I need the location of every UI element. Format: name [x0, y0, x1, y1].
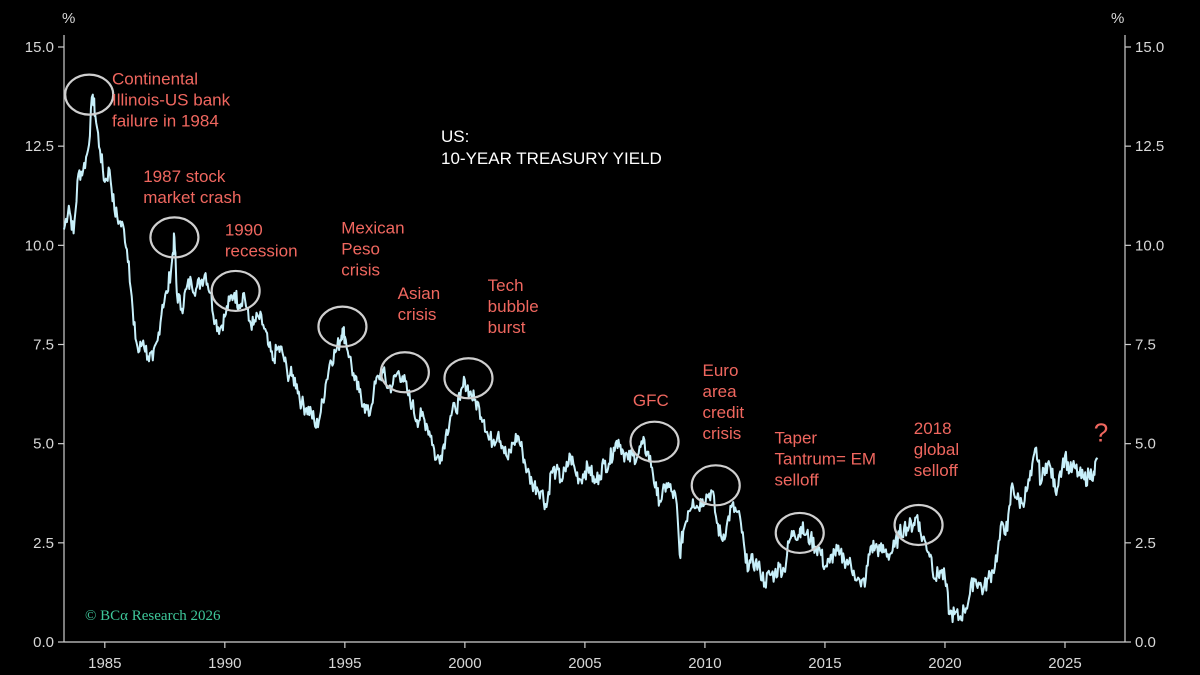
y-tick-label-left: 10.0	[25, 237, 54, 254]
x-tick-label: 2005	[568, 655, 601, 672]
annotation-label-line: crisis	[703, 424, 742, 443]
annotation-label-line: Illinois-US bank	[112, 91, 231, 110]
x-tick-label: 1990	[208, 655, 241, 672]
y-tick-label-right: 15.0	[1135, 39, 1164, 56]
annotation-label-line: Taper	[775, 429, 818, 448]
x-tick-label: 1995	[328, 655, 361, 672]
y-tick-label-right: 7.5	[1135, 337, 1156, 354]
annotation-label-line: selloff	[775, 471, 819, 490]
annotation-circle	[317, 305, 368, 348]
x-tick-label: 2000	[448, 655, 481, 672]
latest-question-mark: ?	[1094, 418, 1108, 448]
y-tick-label-right: 10.0	[1135, 237, 1164, 254]
y-tick-label-right: 5.0	[1135, 436, 1156, 453]
annotation-label-line: bubble	[488, 297, 539, 316]
annotation-circle	[893, 503, 944, 547]
annotation-layer: Continental Illinois-US bank failure in 19…	[64, 70, 1108, 555]
annotation-circle	[774, 511, 825, 555]
annotation-label-line: Tech	[488, 276, 524, 295]
annotation-label-line: failure in 1984	[112, 112, 219, 131]
annotation-circle	[379, 351, 430, 394]
y-tick-label-left: 5.0	[33, 436, 54, 453]
y-tick-label-left: 12.5	[25, 138, 54, 155]
text-layer: % % US: 10-YEAR TREASURY YIELD © BCα Res…	[62, 10, 1124, 624]
x-tick-label: 2020	[928, 655, 961, 672]
annotation-label-line: recession	[225, 241, 298, 260]
annotation-label-line: market crash	[143, 188, 241, 207]
credit-label: © BCα Research 2026	[85, 608, 221, 624]
annotation-circle	[629, 420, 680, 463]
y-tick-label-left: 0.0	[33, 634, 54, 651]
y-tick-label-right: 12.5	[1135, 138, 1164, 155]
annotation-label-line: Peso	[341, 239, 380, 258]
x-tick-label: 2010	[688, 655, 721, 672]
annotation-label-line: Mexican	[341, 218, 404, 237]
chart-title-line-1: US:	[441, 127, 469, 146]
y-tick-label-left: 7.5	[33, 337, 54, 354]
x-tick-label: 2015	[808, 655, 841, 672]
x-tick-label: 1985	[88, 655, 121, 672]
annotation-label-line: 2018	[914, 419, 952, 438]
y-tick-label-left: 2.5	[33, 535, 54, 552]
annotation-label-line: 1990	[225, 220, 263, 239]
annotation-label-line: global	[914, 440, 959, 459]
annotation-label-line: crisis	[341, 260, 380, 279]
left-unit-label: %	[62, 10, 75, 27]
annotation-label-line: Asian	[398, 284, 441, 303]
right-unit-label: %	[1111, 10, 1124, 27]
x-tick-label: 2025	[1048, 655, 1081, 672]
annotation-label-line: area	[703, 382, 738, 401]
annotation-circle	[210, 269, 261, 313]
annotation-circle	[443, 357, 494, 400]
annotation-label-line: selloff	[914, 461, 958, 480]
annotation-circle	[690, 464, 741, 507]
y-tick-label-right: 0.0	[1135, 634, 1156, 651]
annotation-circle	[149, 216, 200, 259]
annotation-label-line: credit	[703, 403, 745, 422]
annotation-label-line: 1987 stock	[143, 167, 226, 186]
annotation-label-line: crisis	[398, 305, 437, 324]
annotation-circle	[64, 73, 115, 116]
annotation-label-line: burst	[488, 318, 526, 337]
chart-title-line-2: 10-YEAR TREASURY YIELD	[441, 149, 662, 168]
y-tick-label-right: 2.5	[1135, 535, 1156, 552]
y-tick-label-left: 15.0	[25, 39, 54, 56]
yield-series-line	[63, 93, 1099, 624]
annotation-label-line: Euro	[703, 361, 739, 380]
annotation-label-line: Tantrum= EM	[775, 450, 877, 469]
series-layer	[63, 93, 1099, 624]
annotation-label-line: Continental	[112, 70, 198, 89]
annotation-label-line: GFC	[633, 391, 669, 410]
axes: 0.0 0.0 2.5 2.5 5.0 5.0 7.5 7.5 10.0 10.0 12.5 12.5…	[25, 35, 1164, 672]
